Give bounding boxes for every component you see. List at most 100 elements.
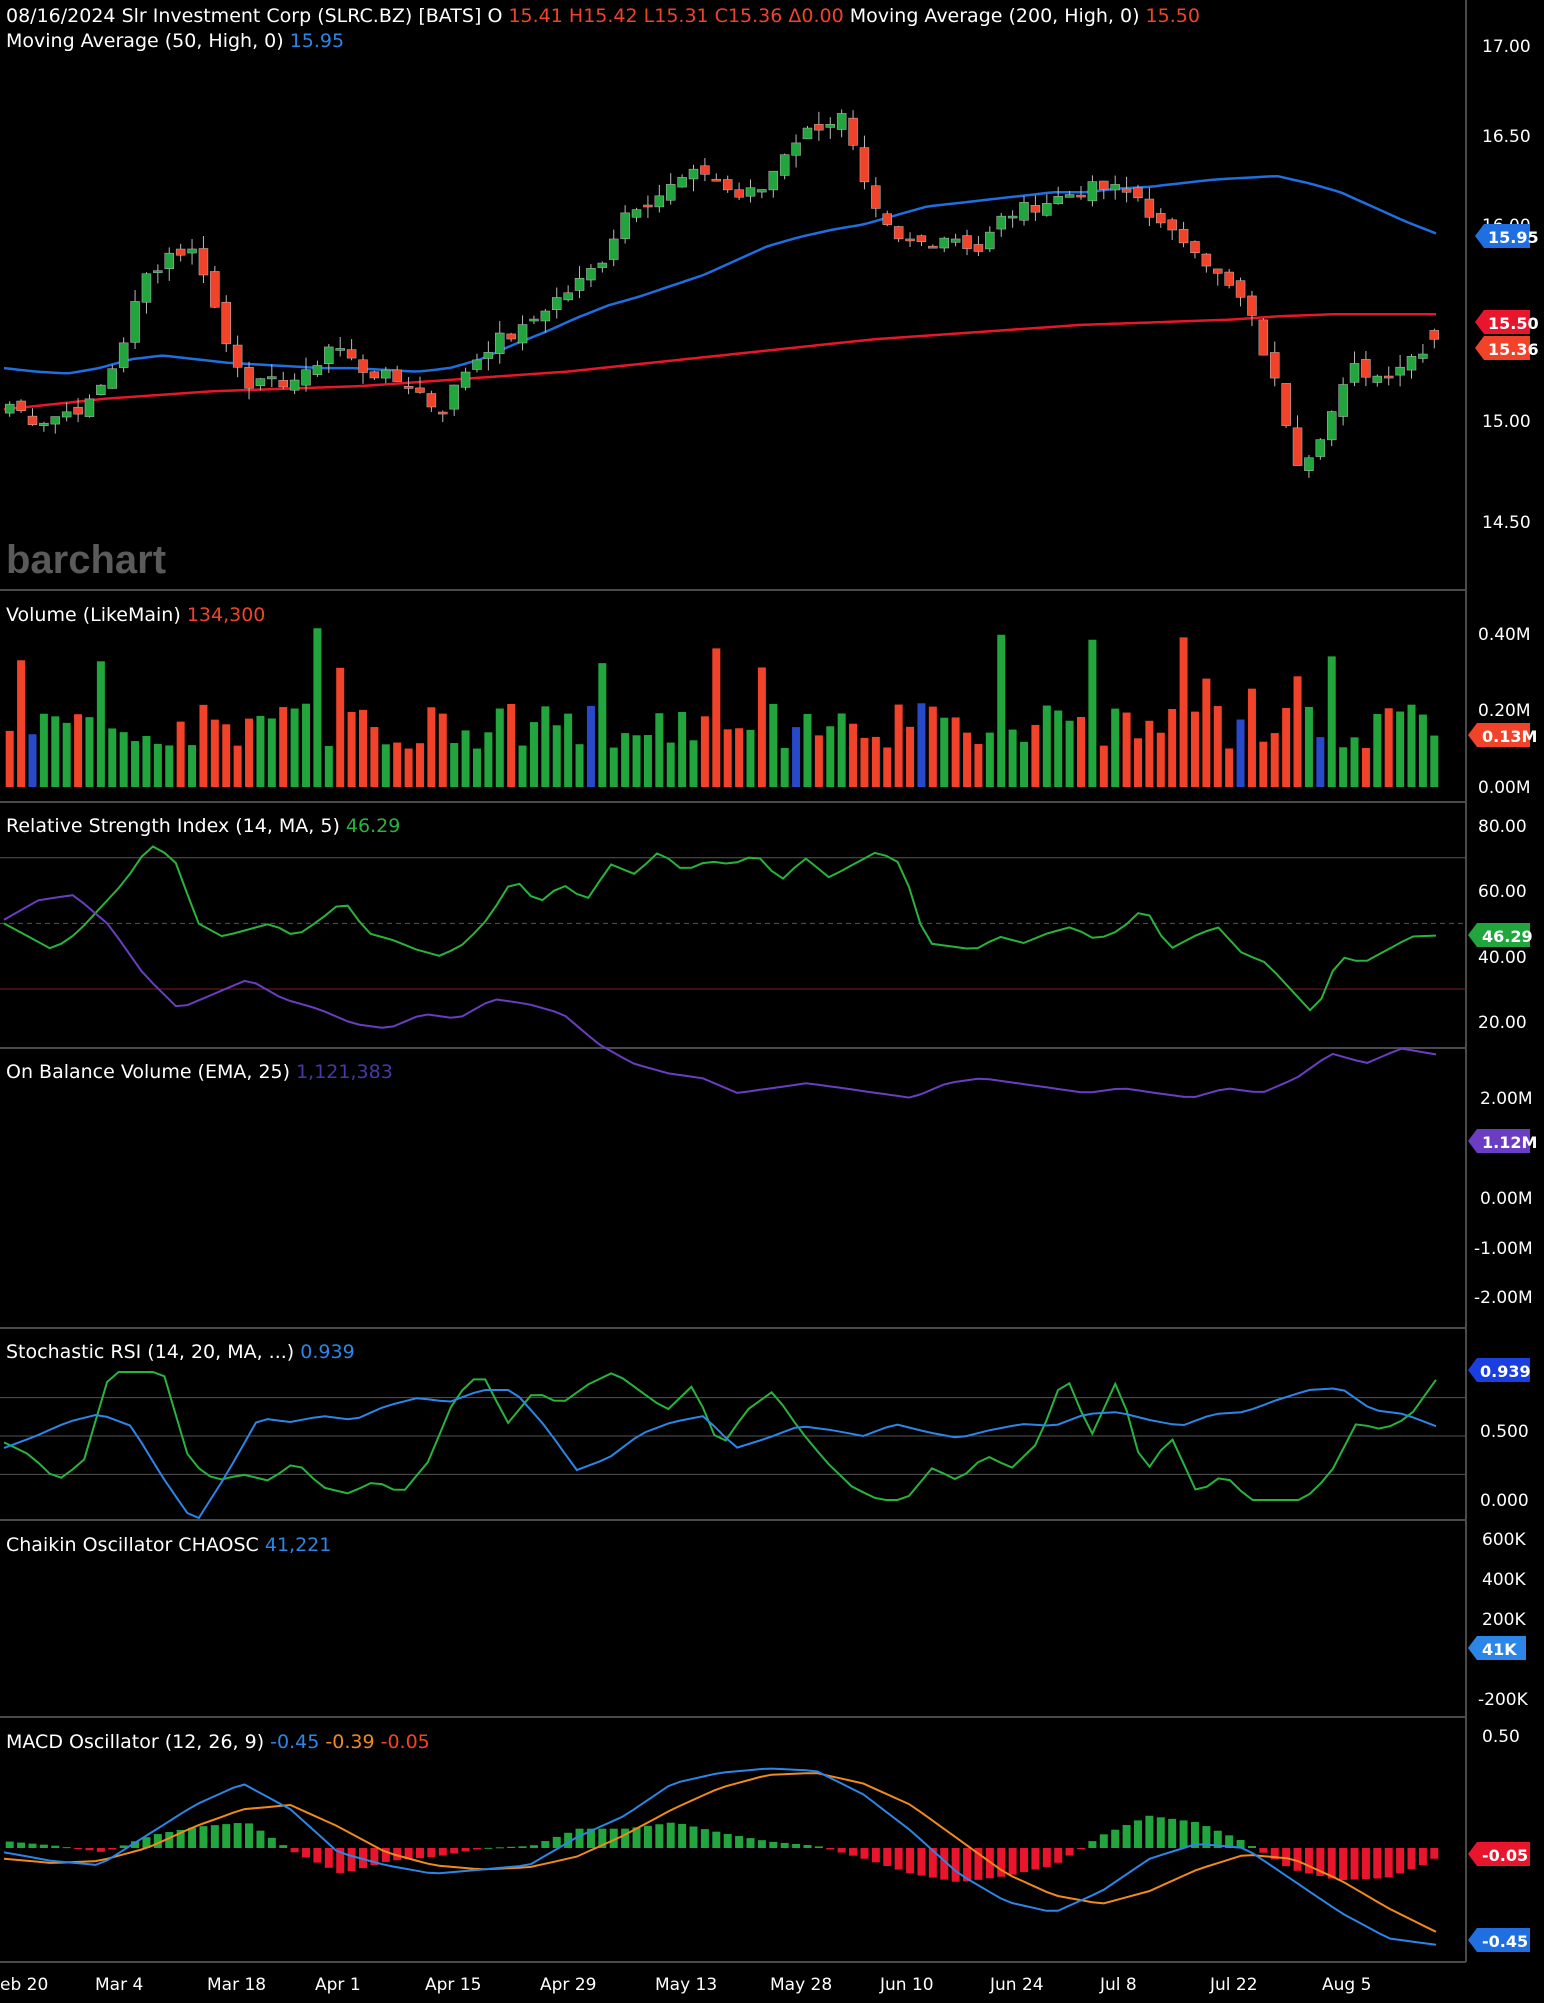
chaikin-badge: 41K <box>1468 1636 1526 1660</box>
volume-bar <box>1099 745 1108 787</box>
macd-histogram-bar <box>1099 1834 1108 1848</box>
moving-average-50-line <box>3 174 1437 375</box>
price-tick: 16.50 <box>1482 127 1531 147</box>
volume-bar <box>586 705 595 787</box>
macd-histogram-bar <box>792 1843 801 1848</box>
macd-histogram-bar <box>507 1846 516 1848</box>
rsi-title: Relative Strength Index (14, MA, 5) 46.2… <box>6 815 400 837</box>
volume-bar <box>803 713 812 787</box>
macd-histogram-bar <box>1407 1848 1416 1870</box>
macd-signal-path <box>3 1772 1437 1933</box>
x-axis: eb 20 Mar 4 Mar 18 Apr 1 Apr 15 Apr 29 May 13 M… <box>0 1975 1371 1995</box>
candle-body <box>1383 375 1394 379</box>
candle-body <box>1167 219 1177 231</box>
volume-bar <box>17 660 26 787</box>
macd-line-badge: -0.45 <box>1468 1928 1530 1952</box>
macd-line-path <box>3 1767 1437 1946</box>
candle-body <box>1190 241 1200 253</box>
volume-bar <box>1418 714 1427 787</box>
macd-y-axis: 0.50 <box>1482 1727 1520 1747</box>
volume-bar <box>1008 729 1017 787</box>
volume-bar <box>529 722 538 787</box>
volume-bar <box>85 717 94 787</box>
volume-bar <box>245 718 254 787</box>
candle-body <box>472 359 482 370</box>
candle-body <box>996 215 1006 230</box>
volume-bar <box>62 722 71 787</box>
candle-body <box>779 154 790 176</box>
macd-histogram-bar <box>415 1848 424 1859</box>
volume-bar <box>1270 733 1279 787</box>
macd-histogram-bar <box>1361 1848 1370 1880</box>
candle-body <box>438 411 448 415</box>
volume-bar <box>404 748 413 787</box>
candle-body <box>882 213 893 225</box>
macd-histogram-bar <box>1384 1848 1393 1878</box>
svg-text:15.95: 15.95 <box>1488 228 1539 247</box>
macd-histogram-bar <box>906 1848 915 1874</box>
volume-bar <box>1430 735 1439 787</box>
candle-body <box>1361 359 1371 378</box>
macd-histogram-bar <box>678 1823 687 1848</box>
volume-bar <box>1031 724 1040 787</box>
macd-histogram-bar <box>871 1848 880 1863</box>
candle-body <box>346 349 357 359</box>
price-y-axis: 17.00 16.50 16.00 15.00 14.50 <box>1482 37 1531 533</box>
volume-bar <box>985 732 994 787</box>
candle-body <box>734 189 744 198</box>
stochastic-rsi-line <box>0 1371 1466 1501</box>
candle-body <box>597 262 608 268</box>
macd-histogram-bar <box>302 1848 311 1858</box>
x-tick: Jul 22 <box>1209 1975 1258 1995</box>
ma50-path <box>3 174 1437 375</box>
volume-bar <box>370 727 379 787</box>
candle-body <box>768 170 779 191</box>
macd-histogram-bar <box>609 1828 618 1848</box>
candle-body <box>1133 187 1143 199</box>
candle-body <box>665 184 676 201</box>
candle-body <box>836 113 847 130</box>
volume-bar <box>233 745 242 787</box>
volume-bar <box>1156 732 1165 787</box>
x-tick: Apr 1 <box>315 1975 361 1995</box>
volume-bar <box>632 735 641 787</box>
price-header: 08/16/2024 Slr Investment Corp (SLRC.BZ)… <box>6 5 1200 27</box>
x-tick: Mar 18 <box>207 1975 266 1995</box>
macd-histogram-bar <box>723 1833 732 1848</box>
macd-histogram-bar <box>210 1825 219 1848</box>
candle-body <box>1235 280 1246 298</box>
macd-histogram-bar <box>176 1829 185 1848</box>
macd-histogram-bar <box>689 1826 698 1848</box>
obv-title: On Balance Volume (EMA, 25) 1,121,383 <box>6 1061 393 1083</box>
macd-histogram-bar <box>370 1848 379 1866</box>
candle-body <box>916 235 927 242</box>
x-tick: Jun 24 <box>989 1975 1044 1995</box>
header-o-prefix: O <box>487 5 502 27</box>
volume-bar <box>427 707 436 787</box>
volume-tick: 0.20M <box>1478 701 1531 721</box>
volume-bar <box>1396 711 1405 787</box>
candle-body <box>312 365 323 375</box>
chaikin-tick: 600K <box>1482 1530 1526 1550</box>
volume-bar <box>324 746 333 787</box>
candle-body <box>118 342 129 368</box>
candle-body <box>1269 352 1280 379</box>
macd-histogram-bar <box>165 1832 174 1848</box>
macd-histogram-bar <box>188 1827 197 1848</box>
macd-histogram-bar <box>336 1848 345 1873</box>
candle-body <box>1247 295 1257 316</box>
volume-bar <box>438 713 447 787</box>
candle-body <box>745 187 756 197</box>
volume-bar <box>1054 710 1063 787</box>
macd-histogram-bar <box>940 1848 949 1880</box>
macd-histogram-bar <box>746 1838 755 1848</box>
candle-body <box>871 185 881 209</box>
volume-bar <box>5 730 14 787</box>
volume-bar <box>575 744 584 787</box>
macd-histogram-bar <box>974 1848 983 1880</box>
svg-text:15.36: 15.36 <box>1488 340 1539 359</box>
svg-text:1.12M: 1.12M <box>1482 1133 1537 1152</box>
candle-body <box>973 244 984 252</box>
volume-bar <box>769 703 778 787</box>
candle-body <box>1406 356 1417 371</box>
